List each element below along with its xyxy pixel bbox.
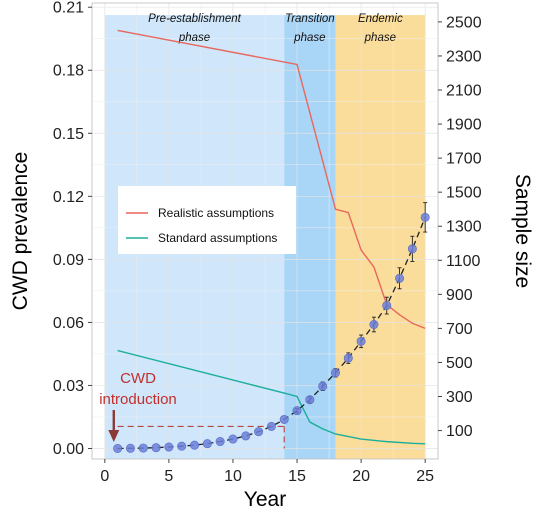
- y-right-tick-label-11: 2300: [446, 48, 482, 65]
- prevalence-point: [113, 443, 123, 453]
- x-tick-label-4: 20: [352, 468, 370, 485]
- phase-label-1-line1: Transition: [285, 13, 335, 25]
- phase-label-0-line2: phase: [178, 32, 210, 44]
- prevalence-point: [190, 440, 200, 450]
- y-right-tick-label-5: 1100: [446, 253, 481, 270]
- phase-label-0-line1: Pre-establishment: [148, 13, 241, 25]
- prevalence-point: [151, 443, 161, 453]
- prevalence-point: [241, 431, 251, 441]
- prevalence-point: [420, 212, 430, 222]
- legend-label-0: Realistic assumptions: [158, 206, 274, 220]
- y-axis-left-title: CWD prevalence: [9, 152, 32, 311]
- prevalence-points: [113, 202, 430, 453]
- introduction-threshold: [117, 425, 285, 449]
- prevalence-point: [356, 336, 366, 346]
- y-right-tick-label-10: 2100: [446, 83, 482, 100]
- x-tick-label-3: 15: [288, 468, 306, 485]
- cwd-introduction-annotation: CWD introduction: [99, 370, 177, 442]
- series-line-1: [117, 349, 426, 445]
- y-right-tick-label-7: 1500: [446, 185, 482, 202]
- y-right-tick-label-8: 1700: [446, 151, 482, 168]
- prevalence-point: [407, 244, 417, 254]
- series-lines: [117, 29, 426, 445]
- x-axis-title: Year: [244, 488, 286, 511]
- phase-label-1-line2: phase: [293, 32, 325, 44]
- prevalence-point: [266, 421, 276, 431]
- prevalence-point: [215, 437, 225, 447]
- prevalence-point: [292, 406, 302, 416]
- axis-ticks: 0 5 10 15 20 25 0.00 0.03 0.06 0.09 0.12 0.15 0.18 0.…: [53, 0, 482, 485]
- y-left-tick-label-3: 0.09: [53, 252, 84, 269]
- legend: Realistic assumptions Standard assumption…: [118, 186, 296, 254]
- prevalence-point: [228, 434, 238, 444]
- phase-band-2: [335, 15, 426, 459]
- y-right-tick-label-6: 1300: [446, 219, 482, 236]
- y-right-tick-label-9: 1900: [446, 117, 482, 134]
- prevalence-point: [369, 320, 379, 330]
- prevalence-point: [202, 439, 212, 449]
- x-tick-label-2: 10: [224, 468, 242, 485]
- x-tick-label-1: 5: [164, 468, 173, 485]
- phase-label-2-line2: phase: [364, 32, 396, 44]
- annotation-line2: introduction: [99, 391, 177, 408]
- y-left-tick-label-0: 0.00: [53, 441, 84, 458]
- prevalence-point: [164, 442, 174, 452]
- series-line-0: [117, 29, 426, 330]
- x-tick-label-5: 25: [416, 468, 434, 485]
- y-left-tick-label-2: 0.06: [53, 315, 84, 332]
- prevalence-point: [279, 414, 289, 424]
- legend-label-1: Standard assumptions: [158, 231, 277, 245]
- y-left-tick-label-5: 0.15: [53, 126, 84, 143]
- y-right-tick-label-2: 500: [446, 355, 473, 372]
- prevalence-point: [395, 273, 405, 283]
- y-right-tick-label-3: 700: [446, 321, 473, 338]
- y-left-tick-label-7: 0.21: [53, 0, 84, 17]
- phase-label-2-line1: Endemic: [358, 13, 403, 25]
- legend-box: [118, 186, 296, 254]
- phase-labels: Pre-establishment phase Transition phase End…: [148, 13, 403, 44]
- prevalence-point: [177, 441, 187, 451]
- y-right-tick-label-0: 100: [446, 423, 473, 440]
- x-tick-label-0: 0: [100, 468, 109, 485]
- prevalence-point: [330, 368, 340, 378]
- y-right-tick-label-12: 2500: [446, 14, 482, 31]
- prevalence-point: [343, 353, 353, 363]
- y-left-tick-label-6: 0.18: [53, 63, 84, 80]
- y-right-tick-label-4: 900: [446, 287, 473, 304]
- prevalence-point: [305, 395, 315, 405]
- prevalence-point: [318, 381, 328, 391]
- prevalence-point: [382, 301, 392, 311]
- prevalence-point: [254, 427, 264, 437]
- y-right-tick-label-1: 300: [446, 389, 473, 406]
- y-left-tick-label-4: 0.12: [53, 189, 84, 206]
- y-axis-right-title: Sample size: [511, 174, 534, 288]
- y-left-tick-label-1: 0.03: [53, 378, 84, 395]
- annotation-arrow-head: [108, 430, 120, 442]
- prevalence-point: [138, 443, 148, 453]
- plot-frame: [91, 2, 439, 460]
- annotation-line1: CWD: [120, 370, 156, 387]
- prevalence-point: [125, 443, 135, 453]
